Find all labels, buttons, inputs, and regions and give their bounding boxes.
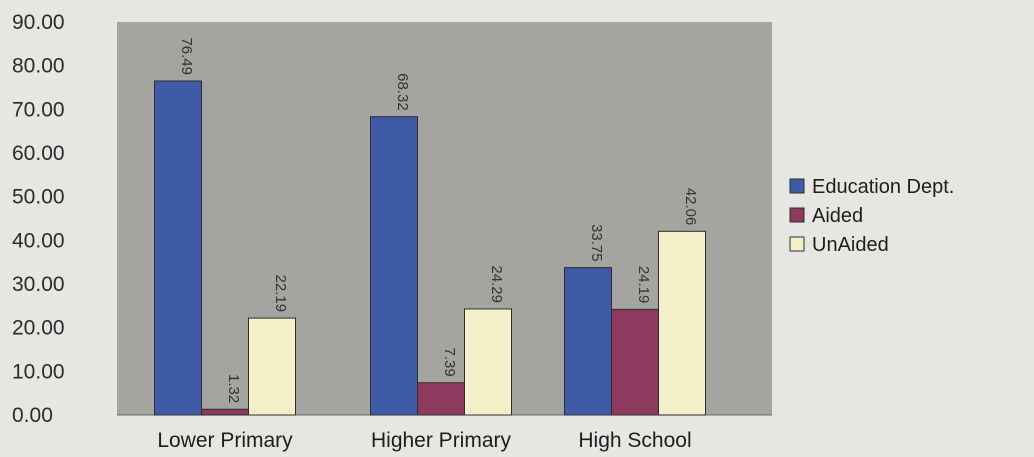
legend-label: Aided xyxy=(812,205,863,227)
data-label: 76.49 xyxy=(178,37,195,75)
category-label: Lower Primary xyxy=(157,429,293,452)
legend: Education Dept. Aided UnAided xyxy=(789,176,954,256)
y-tick-label: 70.00 xyxy=(12,98,65,121)
y-tick-label: 60.00 xyxy=(12,142,65,165)
bar xyxy=(464,308,512,416)
y-tick-label: 10.00 xyxy=(12,360,65,383)
data-label: 33.75 xyxy=(588,224,605,262)
legend-label: Education Dept. xyxy=(812,176,954,198)
data-labels-group: 76.49 1.32 22.19 68.32 7.39 24.29 33.75 24.19 42… xyxy=(178,37,699,403)
data-label: 1.32 xyxy=(225,374,242,403)
data-label: 68.32 xyxy=(394,73,411,111)
data-label: 22.19 xyxy=(272,275,289,313)
y-tick-label: 20.00 xyxy=(12,317,65,340)
legend-swatch xyxy=(789,207,805,223)
y-tick-label: 50.00 xyxy=(12,186,65,209)
category-label: High School xyxy=(578,429,691,452)
category-labels: Lower Primary Higher Primary High School xyxy=(157,429,691,452)
y-tick-label: 30.00 xyxy=(12,273,65,296)
bar xyxy=(201,408,249,416)
bar xyxy=(370,116,418,416)
y-axis-ticks: 0.00 10.00 20.00 30.00 40.00 50.00 60.00 70.00 8… xyxy=(12,11,65,427)
y-tick-label: 40.00 xyxy=(12,229,65,252)
data-label: 24.19 xyxy=(635,266,652,304)
legend-swatch xyxy=(789,178,805,194)
y-tick-label: 80.00 xyxy=(12,55,65,78)
legend-swatch xyxy=(789,236,805,252)
data-label: 24.29 xyxy=(488,265,505,303)
bar xyxy=(564,267,612,416)
category-label: Higher Primary xyxy=(371,429,512,452)
bars-group xyxy=(154,80,706,416)
y-tick-label: 90.00 xyxy=(12,11,65,34)
bar xyxy=(417,382,465,416)
bar xyxy=(154,80,202,416)
data-label: 42.06 xyxy=(682,188,699,226)
bar xyxy=(248,317,296,416)
y-tick-label: 0.00 xyxy=(12,404,53,427)
bar xyxy=(658,230,706,416)
data-label: 7.39 xyxy=(441,348,458,377)
legend-label: UnAided xyxy=(812,234,889,256)
bar xyxy=(611,308,659,416)
